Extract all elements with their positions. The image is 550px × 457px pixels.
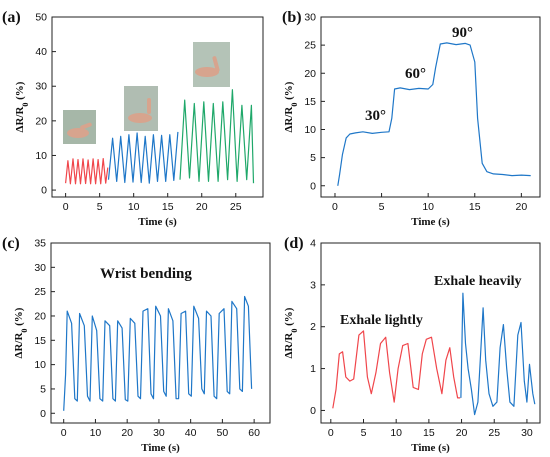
y-tick-label-a-1: 10 bbox=[35, 150, 47, 162]
y-tick-label-b-0: 0 bbox=[310, 180, 316, 192]
x-axis-title-b: Time (s) bbox=[411, 216, 450, 228]
y-tick-label-b-3: 15 bbox=[304, 96, 316, 108]
plot-frame-a bbox=[51, 16, 264, 198]
panel-b: (b) 0 5 10 15 20 0 5 10 15 20 25 30 Time (s) ΔR/R0 (%… bbox=[282, 9, 541, 228]
photo-wrist-large bbox=[193, 42, 230, 87]
y-tick-label-c-0: 0 bbox=[40, 408, 46, 420]
y-tick-label-c-2: 10 bbox=[34, 359, 46, 371]
y-tick-label-b-2: 10 bbox=[304, 124, 316, 136]
plot-frame-b bbox=[320, 16, 541, 198]
panel-label-a: (a) bbox=[2, 9, 21, 26]
x-tick-label-a-5: 25 bbox=[230, 201, 242, 213]
annotation-exhale-lightly: Exhale lightly bbox=[340, 313, 423, 328]
y-tick-label-b-6: 30 bbox=[304, 12, 316, 24]
series-line-a-2 bbox=[179, 89, 255, 184]
x-tick-label-c-2: 20 bbox=[121, 427, 133, 439]
y-axis-title-b: ΔR/R0 (%) bbox=[283, 81, 299, 132]
panel-c: (c) 0 10 20 30 40 50 60 0 5 10 15 20 25 30 35 Time (s) Δ… bbox=[2, 235, 271, 454]
x-tick-label-b-3: 15 bbox=[469, 201, 481, 213]
x-tick-label-b-2: 10 bbox=[422, 201, 434, 213]
x-tick-label-d-2: 10 bbox=[390, 427, 402, 439]
y-tick-label-c-5: 25 bbox=[34, 286, 46, 298]
y-tick-label-c-6: 30 bbox=[34, 262, 46, 274]
y-axis-title-c: ΔR/R0 (%) bbox=[13, 307, 29, 358]
x-tick-label-c-4: 40 bbox=[185, 427, 197, 439]
x-axis-title-d: Time (s) bbox=[411, 442, 450, 454]
y-tick-label-a-5: 50 bbox=[35, 12, 47, 24]
annotation-90deg: 90° bbox=[452, 25, 473, 41]
y-tick-label-d-4: 4 bbox=[310, 238, 316, 250]
annotation-exhale-heavily: Exhale heavily bbox=[434, 274, 522, 289]
series-line-d-1 bbox=[460, 292, 536, 416]
y-tick-label-d-1: 1 bbox=[310, 363, 316, 375]
x-tick-label-a-2: 10 bbox=[128, 201, 140, 213]
plot-frame-c bbox=[50, 242, 271, 424]
series-line-a-1 bbox=[107, 131, 179, 184]
y-tick-label-c-4: 20 bbox=[34, 310, 46, 322]
y-tick-label-b-1: 5 bbox=[310, 152, 316, 164]
x-tick-label-b-0: 0 bbox=[332, 201, 338, 213]
x-tick-label-c-5: 50 bbox=[217, 427, 229, 439]
y-tick-label-b-5: 25 bbox=[304, 40, 316, 52]
x-tick-label-d-1: 5 bbox=[361, 427, 367, 439]
x-tick-label-a-0: 0 bbox=[63, 201, 69, 213]
x-tick-label-a-4: 20 bbox=[196, 201, 208, 213]
y-tick-label-d-2: 2 bbox=[310, 321, 316, 333]
x-tick-label-c-3: 30 bbox=[153, 427, 165, 439]
panel-label-b: (b) bbox=[282, 9, 302, 26]
y-tick-label-c-7: 35 bbox=[34, 238, 46, 250]
plot-frame-d bbox=[320, 242, 541, 424]
y-tick-label-c-3: 15 bbox=[34, 335, 46, 347]
x-axis-title-c: Time (s) bbox=[141, 442, 180, 454]
x-tick-label-b-1: 5 bbox=[379, 201, 385, 213]
x-tick-label-c-6: 60 bbox=[248, 427, 260, 439]
x-tick-label-d-5: 25 bbox=[488, 427, 500, 439]
x-tick-label-a-3: 15 bbox=[162, 201, 174, 213]
x-tick-label-a-1: 5 bbox=[97, 201, 103, 213]
x-tick-label-d-4: 20 bbox=[456, 427, 468, 439]
y-tick-label-a-4: 40 bbox=[35, 46, 47, 58]
panel-label-d: (d) bbox=[284, 235, 304, 252]
series-line-a-0 bbox=[65, 158, 109, 185]
y-tick-label-c-1: 5 bbox=[40, 383, 46, 395]
panel-a: (a) 0 5 10 15 20 25 0 10 20 30 40 50 Time (s) ΔR/R0 (… bbox=[2, 9, 264, 228]
series-line-c-0 bbox=[63, 295, 253, 411]
y-tick-label-b-4: 20 bbox=[304, 68, 316, 80]
series-line-b-0 bbox=[337, 42, 531, 186]
y-axis-title-d: ΔR/R0 (%) bbox=[283, 307, 299, 358]
panel-label-c: (c) bbox=[2, 235, 20, 252]
x-tick-label-d-6: 30 bbox=[521, 427, 533, 439]
annotation-30deg: 30° bbox=[365, 108, 386, 124]
panel-d: (d) 0 5 10 15 20 25 30 0 1 2 3 4 Time (s) ΔR/R0 (%) E… bbox=[283, 235, 541, 454]
x-tick-label-c-1: 10 bbox=[90, 427, 102, 439]
annotation-60deg: 60° bbox=[405, 66, 426, 82]
x-tick-label-c-0: 0 bbox=[61, 427, 67, 439]
annotation-wrist-bending: Wrist bending bbox=[100, 266, 192, 282]
y-tick-label-a-3: 30 bbox=[35, 81, 47, 93]
photo-wrist-small bbox=[63, 110, 96, 144]
y-tick-label-d-0: 0 bbox=[310, 405, 316, 417]
x-tick-label-d-0: 0 bbox=[328, 427, 334, 439]
x-tick-label-b-4: 20 bbox=[516, 201, 528, 213]
y-tick-label-a-2: 20 bbox=[35, 115, 47, 127]
x-tick-label-d-3: 15 bbox=[423, 427, 435, 439]
y-tick-label-a-0: 0 bbox=[41, 185, 47, 197]
photo-wrist-medium bbox=[124, 86, 158, 131]
y-axis-title-a: ΔR/R0 (%) bbox=[14, 81, 30, 132]
series-line-d-0 bbox=[332, 330, 461, 409]
y-tick-label-d-3: 3 bbox=[310, 279, 316, 291]
x-axis-title-a: Time (s) bbox=[138, 216, 177, 228]
